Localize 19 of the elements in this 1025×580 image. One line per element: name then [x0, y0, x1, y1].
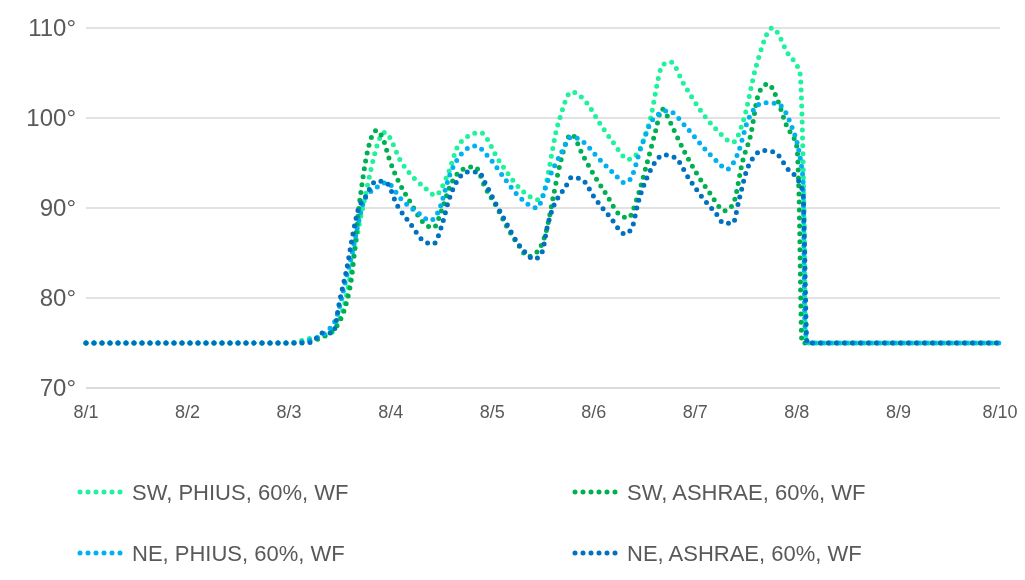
x-tick-label: 8/2	[175, 402, 201, 422]
x-tick-label: 8/1	[73, 402, 99, 422]
x-tick-label: 8/9	[885, 402, 911, 422]
x-tick-label: 8/6	[581, 402, 607, 422]
x-tick-label: 8/10	[982, 402, 1018, 422]
legend-label: SW, PHIUS, 60%, WF	[132, 480, 349, 505]
x-tick-label: 8/8	[784, 402, 810, 422]
y-tick-label: 100°	[26, 104, 76, 132]
y-tick-label: 80°	[39, 284, 76, 312]
legend-label: NE, PHIUS, 60%, WF	[132, 541, 345, 566]
x-tick-label: 8/3	[276, 402, 302, 422]
legend-label: NE, ASHRAE, 60%, WF	[627, 541, 862, 566]
x-tick-label: 8/5	[479, 402, 505, 422]
y-tick-label: 70°	[39, 374, 76, 402]
legend-label: SW, ASHRAE, 60%, WF	[627, 480, 866, 505]
x-tick-label: 8/4	[378, 402, 404, 422]
x-tick-label: 8/7	[682, 402, 708, 422]
y-tick-label: 90°	[39, 194, 76, 222]
y-tick-label: 110°	[28, 14, 76, 42]
